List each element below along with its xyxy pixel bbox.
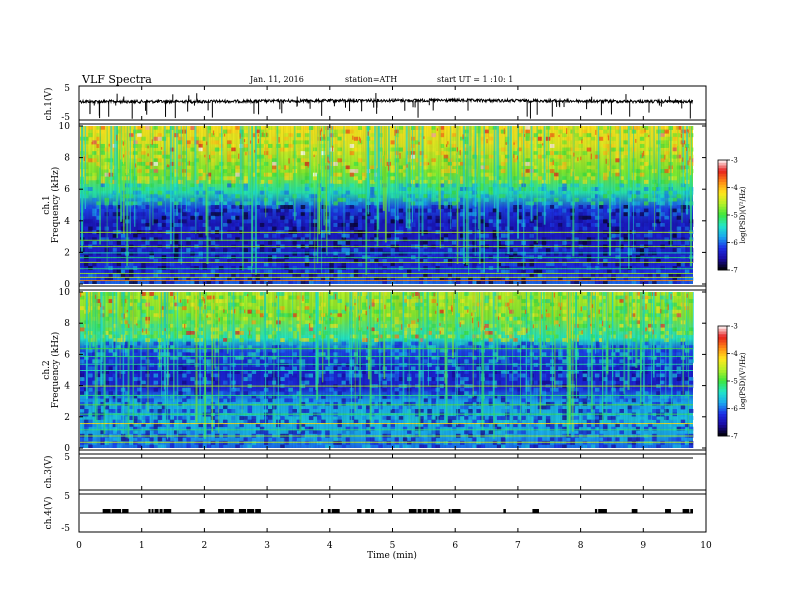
ch1-waveform-trace <box>79 93 694 119</box>
ch1-ytick-bottom: -5 <box>61 113 70 123</box>
ch1-spectrogram-ylabel: ch.1 <box>42 195 52 214</box>
station-label: station=ATH <box>345 75 397 84</box>
ch1-noise-trace <box>79 97 694 105</box>
freq-tick-label-0: 0 <box>64 280 70 290</box>
freq-tick-label-10: 10 <box>59 122 71 132</box>
ch1-spectrogram-image <box>80 126 694 284</box>
ch1-spectrogram-panel: 0 2 4 6 8 10 ch.1 Frequency (kHz) <box>42 122 707 290</box>
freq-tick-label-2: 2 <box>64 248 70 258</box>
ch1-freq-ticks: 0 2 4 6 8 10 <box>59 122 706 290</box>
freq-tick-label-8: 8 <box>64 154 70 164</box>
figure-title: VLF Spectra <box>81 73 152 86</box>
freq-tick-label-6: 6 <box>64 185 70 195</box>
start-time-label: start UT = 1 :10: 1 <box>437 75 513 84</box>
date-label: Jan. 11, 2016 <box>249 75 304 84</box>
ch1-waveform-ylabel: ch.1(V) <box>43 88 54 121</box>
ch1-waveform-panel: 5 -5 ch.1(V) <box>43 84 707 123</box>
ch1-ytick-top: 5 <box>64 84 70 94</box>
freq-tick-label-4: 4 <box>64 217 70 227</box>
ch1-waveform-frame <box>78 85 707 121</box>
ch2-spectrogram-image <box>80 292 694 448</box>
spec1-grain <box>80 126 693 284</box>
ch1-frequency-label: Frequency (kHz) <box>50 167 61 244</box>
